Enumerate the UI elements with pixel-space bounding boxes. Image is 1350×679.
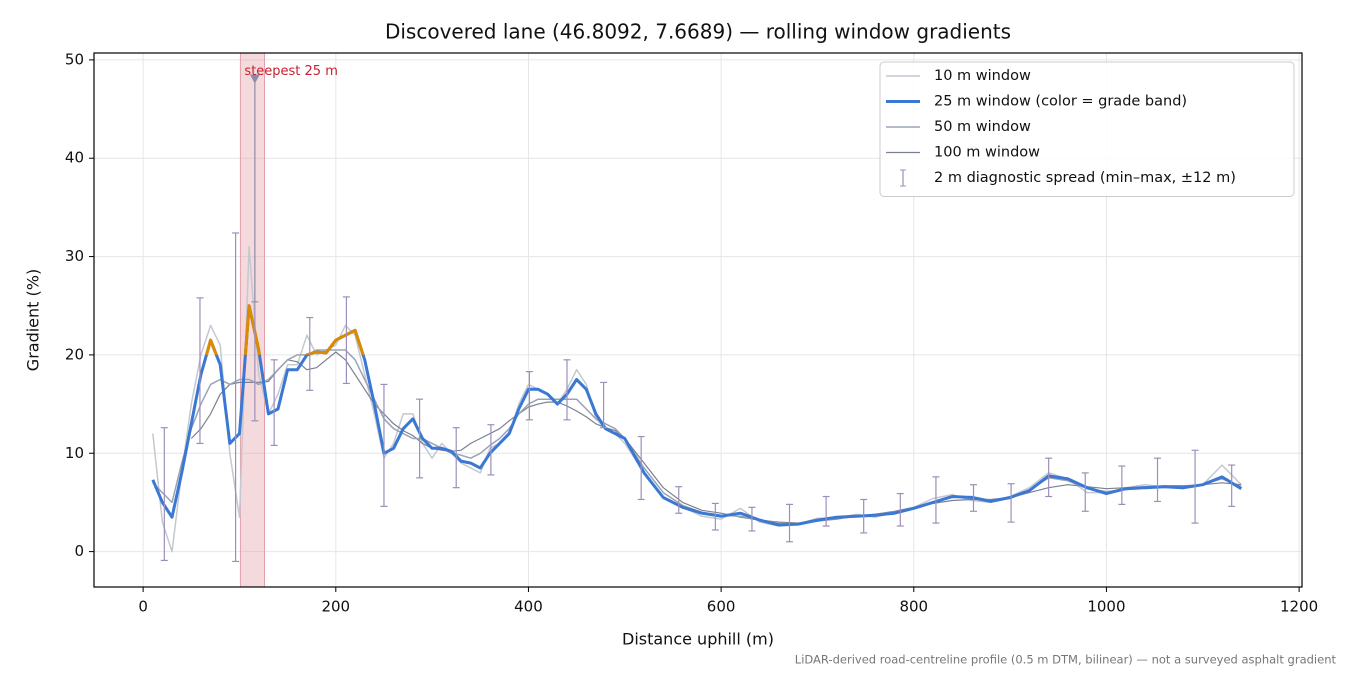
legend-label: 25 m window (color = grade band) [934, 94, 1187, 110]
annotation-marker [249, 74, 260, 84]
y-tick-label: 10 [65, 444, 84, 462]
legend-label: 50 m window [934, 119, 1031, 135]
series-line [152, 349, 1242, 525]
plot-layer [151, 53, 1243, 587]
legend-label: 100 m window [934, 145, 1040, 161]
y-tick-label: 50 [65, 50, 84, 68]
footnote: LiDAR-derived road-centreline profile (0… [795, 653, 1337, 667]
series-line [190, 351, 1242, 524]
annotation-label: steepest 25 m [244, 64, 337, 79]
y-tick-label: 0 [74, 542, 84, 560]
series-line [151, 304, 1243, 527]
y-tick-label: 40 [65, 149, 84, 167]
legend-box [879, 61, 1295, 197]
grade-band-line [204, 304, 365, 355]
legend-label: 10 m window [934, 68, 1031, 84]
plot-frame [93, 52, 1303, 588]
y-tick-label: 30 [65, 247, 84, 265]
legend-label: 2 m diagnostic spread (min–max, ±12 m) [934, 170, 1236, 186]
series-line [152, 245, 1242, 553]
chart-title: Discovered lane (46.8092, 7.6689) — roll… [385, 20, 1011, 44]
y-tick-label: 20 [65, 345, 84, 363]
x-tick-label: 1000 [1087, 598, 1125, 616]
x-tick-label: 200 [321, 598, 350, 616]
x-tick-label: 400 [514, 598, 543, 616]
x-tick-label: 600 [707, 598, 736, 616]
x-tick-label: 1200 [1280, 598, 1318, 616]
x-tick-label: 800 [899, 598, 928, 616]
y-axis-label: Gradient (%) [24, 269, 43, 371]
x-axis-label: Distance uphill (m) [622, 630, 774, 649]
x-tick-label: 0 [138, 598, 148, 616]
